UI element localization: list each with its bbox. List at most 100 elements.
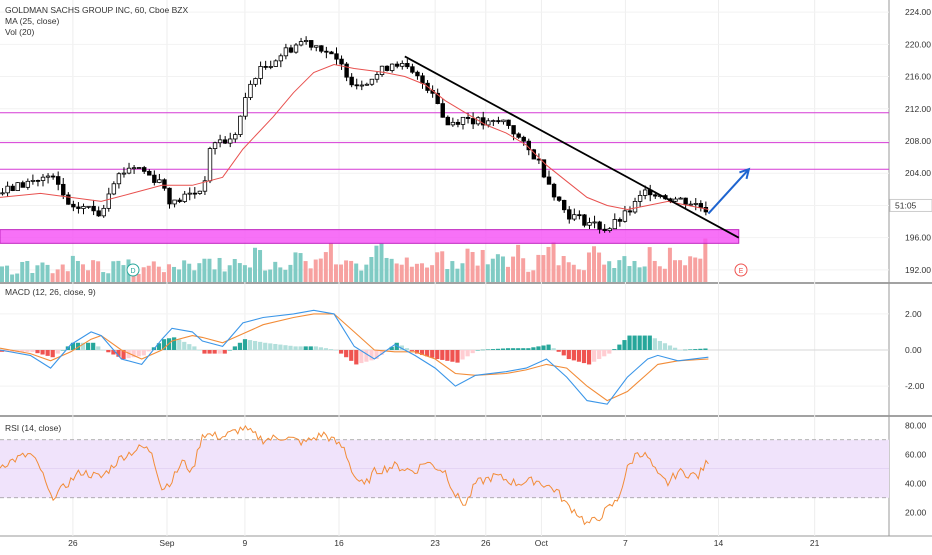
macd-histogram-bar xyxy=(581,350,587,364)
macd-histogram-bar xyxy=(273,343,278,350)
macd-histogram-bar xyxy=(607,350,612,354)
candle xyxy=(187,187,192,201)
volume-bar xyxy=(10,274,15,282)
candle xyxy=(152,170,157,186)
volume-bar xyxy=(111,261,116,282)
candle xyxy=(147,169,152,176)
macd-histogram-bar xyxy=(531,347,536,350)
candle-body xyxy=(66,194,71,205)
candle-body xyxy=(76,206,81,209)
candle xyxy=(359,80,364,91)
macd-histogram-bar xyxy=(86,342,91,350)
candle-body xyxy=(55,176,61,185)
time-tick-label: 26 xyxy=(68,538,78,548)
volume-bar xyxy=(283,269,288,282)
volume-bar xyxy=(617,260,622,282)
volume-bar xyxy=(96,261,101,282)
macd-histogram-bar xyxy=(506,348,511,350)
candle-body xyxy=(152,174,157,183)
candle-body xyxy=(121,172,127,175)
volume-layer xyxy=(0,238,708,282)
candle-body xyxy=(410,66,415,73)
candle xyxy=(607,227,612,233)
candle-body xyxy=(688,203,693,206)
volume-bar xyxy=(526,271,531,282)
candle-body xyxy=(637,195,643,202)
candle-body xyxy=(187,192,192,195)
candle-body xyxy=(349,76,354,86)
candle-body xyxy=(172,199,177,205)
candle-body xyxy=(516,133,521,138)
volume-bar xyxy=(217,257,222,282)
candle-body xyxy=(612,219,617,230)
candle-body xyxy=(217,139,223,144)
volume-bar xyxy=(414,263,419,282)
candle-body xyxy=(30,179,36,182)
candle xyxy=(354,78,359,90)
macd-histogram-bar xyxy=(222,350,227,354)
candle xyxy=(212,141,218,155)
volume-bar xyxy=(622,256,627,282)
macd-histogram-bar xyxy=(556,350,561,352)
candle-body xyxy=(339,58,344,65)
macd-histogram-bar xyxy=(202,350,207,354)
macd-histogram-bar xyxy=(440,350,445,360)
candle xyxy=(283,43,289,60)
macd-histogram-bar xyxy=(116,350,121,357)
macd-histogram-bar xyxy=(328,349,334,350)
candle-body xyxy=(283,47,289,57)
macd-histogram-bar xyxy=(106,350,111,353)
candle-body xyxy=(435,92,440,105)
candle xyxy=(243,92,248,120)
candle xyxy=(435,88,440,105)
time-tick-label: 7 xyxy=(623,538,628,548)
candle-body xyxy=(551,183,557,198)
projection-arrow-head xyxy=(739,167,751,180)
macd-histogram-bar xyxy=(288,345,293,350)
candle-body xyxy=(491,120,496,122)
volume-bar xyxy=(25,261,30,282)
macd-histogram-bar xyxy=(657,340,662,350)
macd-line xyxy=(0,309,709,405)
candle-body xyxy=(359,84,364,87)
candle-body xyxy=(577,214,582,217)
volume-bar xyxy=(55,269,60,282)
macd-histogram-bar xyxy=(536,346,541,350)
candle-body xyxy=(440,103,445,118)
candle-body xyxy=(101,207,106,217)
volume-bar xyxy=(703,238,708,282)
candle-body xyxy=(541,159,547,178)
macd-histogram-bar xyxy=(374,350,379,360)
candle xyxy=(131,164,137,174)
candle xyxy=(15,182,20,192)
macd-histogram-bar xyxy=(212,350,217,354)
macd-histogram-bar xyxy=(647,335,652,350)
volume-bar xyxy=(662,268,667,282)
macd-histogram-bar xyxy=(293,346,298,350)
macd-histogram-bar xyxy=(698,348,703,350)
macd-histogram-bar xyxy=(217,350,222,354)
candle xyxy=(116,172,122,189)
candle-body xyxy=(445,116,451,126)
volume-bar xyxy=(632,260,637,282)
ma-line xyxy=(0,63,709,211)
candle-body xyxy=(5,185,10,194)
candle xyxy=(268,60,273,70)
volume-bar xyxy=(460,263,465,282)
volume-bar xyxy=(506,266,510,282)
candle xyxy=(308,40,314,51)
candle-body xyxy=(96,210,101,217)
price-tick-label: 192.00 xyxy=(905,265,931,275)
macd-histogram-bar xyxy=(50,350,55,358)
macd-histogram-bar xyxy=(283,345,288,350)
candle-body xyxy=(142,167,147,172)
dividend-marker-circle xyxy=(126,263,140,277)
candle xyxy=(91,199,96,216)
candle-body xyxy=(405,63,410,68)
macd-histogram-bar xyxy=(146,350,151,352)
candle xyxy=(334,47,339,65)
volume-bar xyxy=(399,264,404,282)
candle xyxy=(597,220,602,234)
time-tick-label: 16 xyxy=(334,538,344,548)
